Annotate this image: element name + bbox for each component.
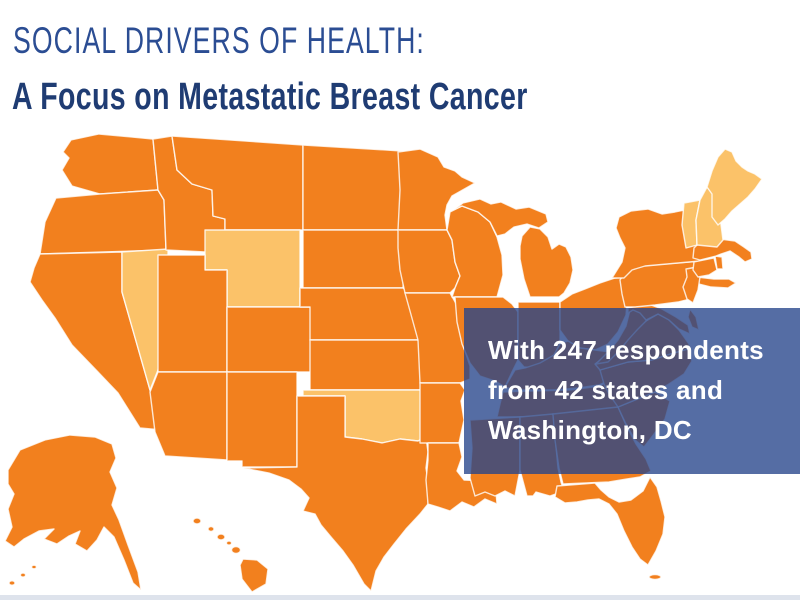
long-island xyxy=(696,276,737,289)
callout-line-1: With 247 respondents xyxy=(488,335,764,366)
florida-keys xyxy=(648,573,662,581)
callout-line-3: Washington, DC xyxy=(488,414,692,445)
state-CO xyxy=(226,306,319,373)
state-AR xyxy=(419,382,466,444)
page-title-kicker: SOCIAL DRIVERS OF HEALTH: xyxy=(13,20,425,61)
state-NE xyxy=(299,287,422,341)
state-RI xyxy=(714,255,724,270)
state-SD xyxy=(302,229,407,289)
aleutian-island xyxy=(30,564,38,570)
state-MI-upper xyxy=(454,198,549,237)
aleutian-island xyxy=(19,572,27,578)
state-MI xyxy=(519,226,574,298)
page-title: A Focus on Metastatic Breast Cancer xyxy=(12,76,528,118)
state-AK xyxy=(4,434,142,591)
state-UT xyxy=(157,254,228,373)
state-OR xyxy=(39,189,167,255)
aleutian-island xyxy=(8,580,16,586)
state-NY xyxy=(611,208,703,279)
state-TX xyxy=(242,395,430,592)
respondents-callout: With 247 respondents from 42 states and … xyxy=(464,308,800,474)
state-FL xyxy=(554,476,666,566)
state-KS xyxy=(309,339,427,391)
state-WA xyxy=(61,133,159,195)
bottom-divider-strip xyxy=(0,595,800,600)
state-CT xyxy=(692,257,718,278)
state-AZ xyxy=(149,371,228,461)
callout-line-2: from 42 states and xyxy=(488,375,724,406)
state-IA xyxy=(397,229,461,294)
state-HI xyxy=(192,517,269,593)
state-NM xyxy=(226,371,298,468)
state-ME xyxy=(706,148,763,226)
state-ND xyxy=(302,144,403,231)
